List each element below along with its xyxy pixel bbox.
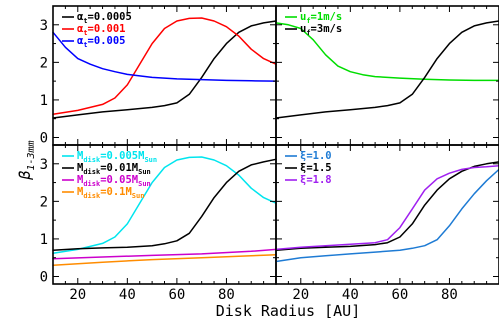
legend-entry: Mdisk=0.05MSun bbox=[77, 174, 151, 188]
legend-entry: Mdisk=0.01MSun bbox=[77, 162, 151, 176]
series-line-top-right-1 bbox=[275, 20, 499, 119]
panel-top-right: uf=1m/suf=3m/s bbox=[275, 5, 499, 146]
series-line-bottom-right-2 bbox=[275, 164, 499, 251]
panel-frame bbox=[275, 5, 499, 146]
y-axis-label-main: β bbox=[16, 171, 34, 181]
y-tick-label: 1 bbox=[40, 93, 48, 109]
series-line-bottom-left-3 bbox=[52, 253, 277, 266]
x-tick-label: 80 bbox=[218, 287, 235, 303]
panel-frame bbox=[52, 5, 277, 146]
legend-entry: uf=1m/s bbox=[300, 11, 342, 25]
legend-entry: ξ=1.0 bbox=[300, 150, 332, 162]
x-tick-label: 20 bbox=[69, 287, 86, 303]
legend-entry: uf=3m/s bbox=[300, 23, 342, 37]
y-axis-label-sub: 1-3mm bbox=[26, 140, 37, 170]
x-tick-label: 60 bbox=[168, 287, 185, 303]
series-line-bottom-left-2 bbox=[52, 248, 277, 260]
panel-bottom-left: 20 40 60 80 0 1 2 3 Mdisk=0.005MSunMdisk=0.01MSu… bbox=[40, 144, 277, 303]
series-line-top-right-0 bbox=[275, 22, 499, 82]
y-tick-label: 0 bbox=[40, 269, 48, 285]
series-line-top-left-2 bbox=[52, 31, 277, 82]
svg-text:β1-3mm: β1-3mm bbox=[16, 140, 37, 180]
y-tick-label: 2 bbox=[40, 194, 48, 210]
series-line-bottom-left-0 bbox=[52, 156, 277, 254]
legend-entry: αt=0.001 bbox=[77, 23, 125, 37]
y-axis-label: β1-3mm bbox=[16, 140, 37, 180]
y-tick-label: 3 bbox=[40, 157, 48, 173]
legend-top-right: uf=1m/suf=3m/s bbox=[285, 11, 342, 37]
x-tick-label: 40 bbox=[119, 287, 136, 303]
panel-bottom-right: 20 40 60 80 ξ=1.0ξ=1.5ξ=1.8 bbox=[275, 144, 499, 303]
x-axis-label: Disk Radius [AU] bbox=[216, 302, 361, 320]
y-tick-label: 0 bbox=[40, 130, 48, 146]
series-line-bottom-left-1 bbox=[52, 158, 277, 251]
y-tick-label: 3 bbox=[40, 18, 48, 34]
x-tick-label: 20 bbox=[292, 287, 309, 303]
legend-entry: Mdisk=0.1MSun bbox=[77, 186, 144, 200]
legend-bottom-right: ξ=1.0ξ=1.5ξ=1.8 bbox=[285, 150, 332, 186]
legend-entry: αt=0.0005 bbox=[77, 11, 132, 25]
x-tick-label: 80 bbox=[441, 287, 458, 303]
legend-entry: ξ=1.8 bbox=[300, 174, 332, 186]
legend-entry: ξ=1.5 bbox=[300, 162, 332, 174]
y-tick-label: 2 bbox=[40, 55, 48, 71]
series-line-top-left-0 bbox=[52, 20, 277, 119]
legend-entry: Mdisk=0.005MSun bbox=[77, 150, 157, 164]
legend-bottom-left: Mdisk=0.005MSunMdisk=0.01MSunMdisk=0.05M… bbox=[62, 150, 157, 200]
y-tick-label: 1 bbox=[40, 232, 48, 248]
x-tick-label: 40 bbox=[342, 287, 359, 303]
x-tick-label: 60 bbox=[391, 287, 408, 303]
series-line-top-left-1 bbox=[52, 17, 277, 115]
legend-entry: αt=0.005 bbox=[77, 35, 125, 49]
series-line-bottom-right-0 bbox=[275, 168, 499, 263]
